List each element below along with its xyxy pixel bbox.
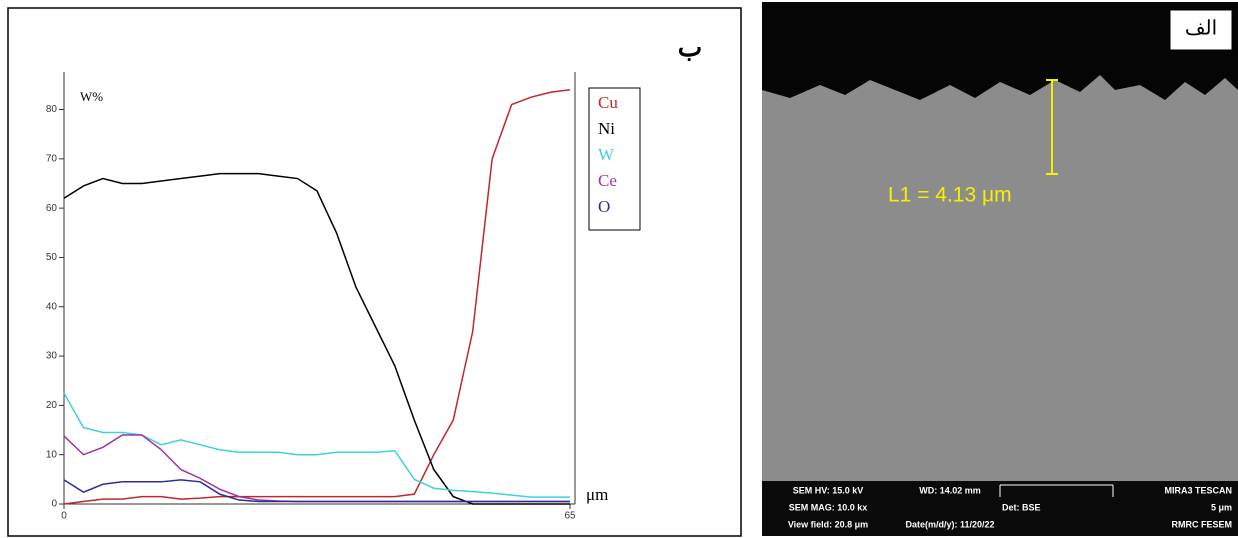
sem-dark-region xyxy=(762,2,1238,100)
info-text: WD: 14.02 mm xyxy=(919,485,981,495)
x-tick-label: 65 xyxy=(564,511,576,522)
y-tick-label: 60 xyxy=(46,203,58,214)
panel-label: الف xyxy=(1185,18,1217,40)
y-axis-label: W% xyxy=(80,89,103,104)
legend-box xyxy=(588,87,641,231)
legend-entry: Ce xyxy=(598,171,617,190)
y-tick-label: 70 xyxy=(46,153,58,164)
info-text: 5 μm xyxy=(1211,502,1232,512)
y-tick-label: 20 xyxy=(46,400,58,411)
y-tick-label: 10 xyxy=(46,449,58,460)
info-text: SEM MAG: 10.0 kx xyxy=(789,502,868,512)
legend-entry: Ni xyxy=(598,119,615,138)
info-text: Date(m/d/y): 11/20/22 xyxy=(905,519,994,529)
series-line xyxy=(63,392,570,498)
panel-label-box xyxy=(1169,9,1233,51)
y-tick-label: 0 xyxy=(51,499,57,510)
legend-entry: O xyxy=(598,197,610,216)
series-line xyxy=(63,89,571,505)
x-axis-label: μm xyxy=(586,485,608,504)
panel-label: ب xyxy=(678,33,702,62)
series-line xyxy=(63,479,570,503)
y-tick-label: 40 xyxy=(46,301,58,312)
x-tick-label: 0 xyxy=(61,511,67,522)
legend-entry: Cu xyxy=(598,93,618,112)
info-text: SEM HV: 15.0 kV xyxy=(793,485,864,495)
series-line xyxy=(63,172,570,505)
sem-image: الف L1 = 4.13 μm SEM HV: 15.0 kV WD: 14.0… xyxy=(762,2,1238,536)
y-tick-label: 30 xyxy=(46,351,58,362)
info-text: MIRA3 TESCAN xyxy=(1164,485,1232,495)
info-text: View field: 20.8 μm xyxy=(788,519,868,529)
y-tick-label: 80 xyxy=(46,104,58,115)
info-text: Det: BSE xyxy=(1002,502,1041,512)
info-text: RMRC FESEM xyxy=(1172,519,1233,529)
legend-entry: W xyxy=(598,145,615,164)
measurement-label: L1 = 4.13 μm xyxy=(888,184,1012,207)
chart-frame xyxy=(7,7,742,537)
plot: 0 10 20 30 40 50 60 70 80 0 65 Cu Ni W Ce O xyxy=(46,89,618,522)
info-text: SEM HV: 15.0 kV WD: 14.02 mm MIRA3 TESCAN S… xyxy=(788,485,1232,529)
y-tick-label: 50 xyxy=(46,252,58,263)
